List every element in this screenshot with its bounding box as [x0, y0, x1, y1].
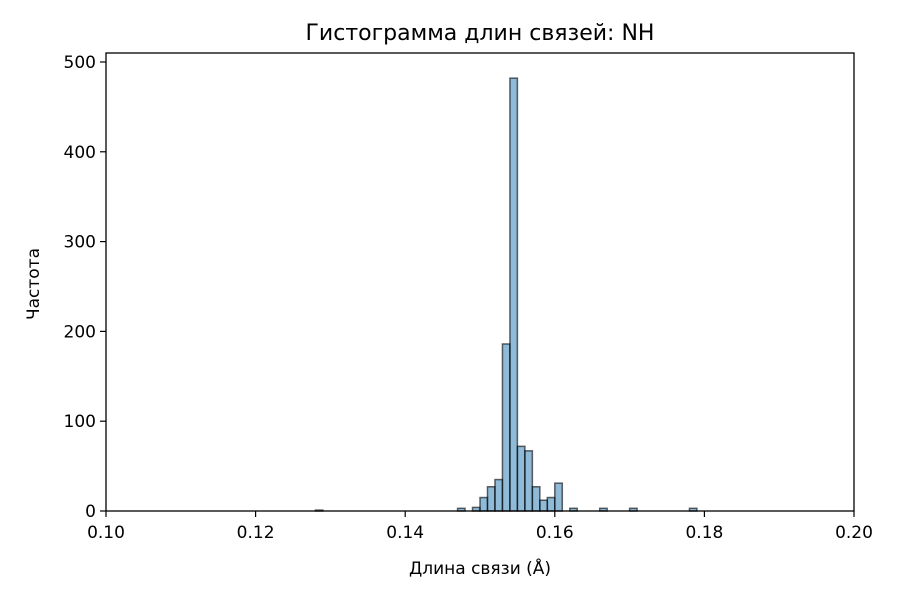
histogram-bar-4	[486, 486, 496, 512]
x-tick-label-4: 0.18	[685, 523, 723, 543]
x-tick-label-1: 0.12	[237, 523, 275, 543]
histogram-bar-10	[531, 486, 541, 512]
histogram-bar-8	[516, 445, 526, 512]
y-tick-label-3: 300	[64, 233, 96, 253]
x-axis-label: Длина связи (Å)	[409, 557, 551, 579]
y-tick-label-4: 400	[64, 143, 96, 163]
y-tick-label-0: 0	[85, 502, 96, 522]
x-tick-label-3: 0.16	[536, 523, 574, 543]
histogram-bar-9	[524, 450, 534, 512]
x-tick-label-5: 0.20	[835, 523, 873, 543]
y-tick-label-5: 500	[64, 53, 96, 73]
histogram-bar-5	[494, 478, 504, 512]
y-tick-label-1: 100	[64, 412, 96, 432]
histogram-bar-13	[554, 482, 564, 512]
y-tick-label-2: 200	[64, 322, 96, 342]
histogram-bar-11	[539, 499, 549, 512]
plot-frame	[105, 52, 855, 512]
y-axis-ticks: 0 100 200 300 400 500	[64, 53, 106, 522]
histogram-bar-6	[501, 343, 511, 512]
histogram-bar-12	[546, 496, 556, 512]
histogram-bar-7	[509, 77, 519, 512]
bars-group	[314, 77, 698, 512]
chart-title: Гистограмма длин связей: NH	[306, 21, 655, 46]
x-axis-ticks: 0.10 0.12 0.14 0.16 0.18 0.20	[87, 511, 873, 543]
y-axis-label: Частота	[24, 248, 44, 320]
histogram-bar-3	[479, 496, 489, 512]
x-tick-label-2: 0.14	[386, 523, 424, 543]
x-tick-label-0: 0.10	[87, 523, 125, 543]
